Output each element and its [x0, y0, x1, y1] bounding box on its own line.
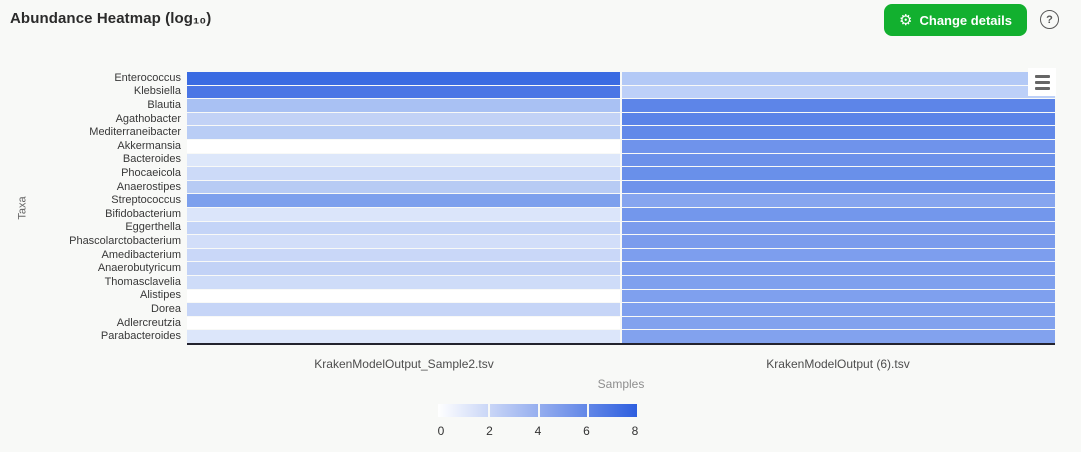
heatmap-cell[interactable] [622, 99, 1055, 112]
row-label: Blautia [147, 98, 181, 111]
change-details-button[interactable]: ⚙ Change details [884, 4, 1027, 36]
x-category-sample6: KrakenModelOutput (6).tsv [766, 357, 910, 371]
heatmap-cell[interactable] [622, 153, 1055, 167]
row-label: Alistipes [140, 289, 181, 302]
x-axis-title: Samples [597, 377, 645, 391]
change-details-label: Change details [919, 12, 1012, 28]
heatmap-cell[interactable] [622, 180, 1055, 194]
row-label: Phocaeicola [121, 166, 181, 179]
row-label: Streptococcus [111, 194, 181, 207]
heatmap-cell[interactable] [622, 262, 1055, 275]
heatmap-cell[interactable] [187, 330, 620, 343]
heatmap-cell[interactable] [187, 126, 620, 139]
row-label: Klebsiella [133, 85, 181, 98]
row-label: Phascolarctobacterium [69, 234, 181, 247]
row-label: Bifidobacterium [105, 207, 181, 220]
heatmap-cell[interactable] [187, 139, 620, 153]
row-label: Mediterraneibacter [89, 126, 181, 139]
heatmap-cell[interactable] [187, 194, 620, 207]
heatmap-cell[interactable] [187, 207, 620, 221]
x-axis-line [187, 343, 1055, 345]
heatmap-cell[interactable] [622, 72, 1055, 85]
row-label: Adlercreutzia [116, 316, 181, 329]
heatmap-cell[interactable] [622, 221, 1055, 235]
legend-ticks: 0 2 4 6 8 [437, 424, 639, 440]
heatmap-cell[interactable] [622, 330, 1055, 343]
row-label: Anaerobutyricum [97, 262, 181, 275]
heatmap-cell[interactable] [187, 153, 620, 167]
heatmap-cell[interactable] [187, 275, 620, 289]
x-category-sample2: KrakenModelOutput_Sample2.tsv [314, 357, 494, 371]
row-label: Dorea [151, 302, 181, 315]
heatmap-cell[interactable] [622, 248, 1055, 262]
heatmap-cell[interactable] [187, 85, 620, 99]
heatmap-grid [187, 72, 1055, 343]
heatmap-cell[interactable] [187, 262, 620, 275]
heatmap-cell[interactable] [622, 207, 1055, 221]
row-label: Bacteroides [122, 153, 181, 166]
gear-icon: ⚙ [899, 11, 913, 29]
heatmap-cell[interactable] [622, 112, 1055, 126]
row-label: Amedibacterium [101, 248, 181, 261]
legend-tick-label: 0 [437, 424, 445, 438]
heatmap-cell[interactable] [187, 112, 620, 126]
legend-tick-label: 2 [486, 424, 493, 438]
heatmap-cell[interactable] [187, 167, 620, 180]
chart-context-menu-icon[interactable] [1028, 68, 1056, 96]
heatmap-cell[interactable] [187, 316, 620, 330]
heatmap-cell[interactable] [187, 221, 620, 235]
row-label: Eggerthella [125, 221, 181, 234]
row-labels: Enterococcus Klebsiella Blautia Agathobacte… [30, 72, 181, 343]
row-label: Akkermansia [117, 139, 181, 152]
heatmap-cell[interactable] [622, 275, 1055, 289]
page-title: Abundance Heatmap (log₁₀) [10, 10, 212, 27]
row-label: Thomasclavelia [104, 275, 181, 288]
heatmap-cell[interactable] [187, 303, 620, 316]
heatmap-cell[interactable] [187, 289, 620, 303]
help-icon[interactable]: ? [1040, 10, 1059, 29]
heatmap-cell[interactable] [622, 126, 1055, 139]
heatmap-cell[interactable] [187, 235, 620, 248]
row-label: Parabacteroides [100, 330, 181, 343]
heatmap-cell[interactable] [622, 289, 1055, 303]
legend-tick-label: 4 [534, 424, 542, 438]
legend-separator [537, 404, 540, 417]
legend-separator [487, 404, 490, 417]
legend-separator [587, 404, 590, 417]
heatmap-cell[interactable] [187, 180, 620, 194]
heatmap-cell[interactable] [622, 167, 1055, 180]
heatmap-cell[interactable] [187, 72, 620, 85]
row-label: Agathobacter [115, 112, 181, 125]
heatmap-cell[interactable] [622, 139, 1055, 153]
row-label: Anaerostipes [116, 180, 181, 193]
heatmap-cell[interactable] [622, 235, 1055, 248]
heatmap-cell[interactable] [622, 194, 1055, 207]
legend-tick-label: 6 [583, 424, 590, 438]
heatmap-cell[interactable] [187, 99, 620, 112]
heatmap-cell[interactable] [622, 85, 1055, 99]
row-label: Enterococcus [114, 71, 181, 84]
heatmap-cell[interactable] [622, 316, 1055, 330]
color-legend-bar [438, 404, 637, 417]
legend-tick-label: 8 [631, 424, 639, 438]
heatmap-cell[interactable] [622, 303, 1055, 316]
heatmap-cell[interactable] [187, 248, 620, 262]
